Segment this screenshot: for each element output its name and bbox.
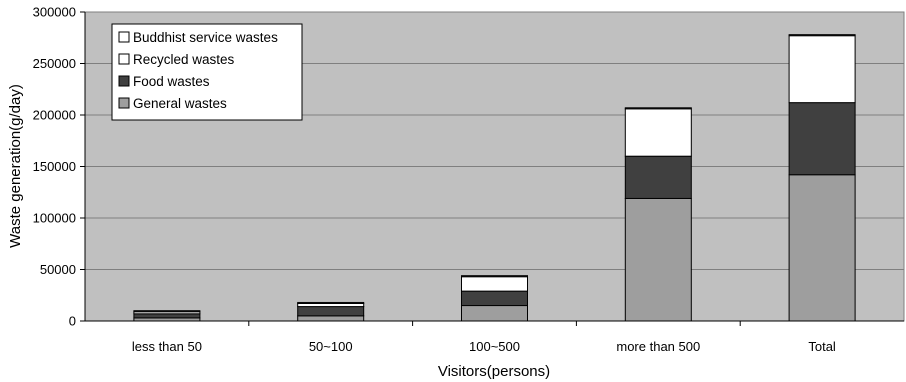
bar-segment (788, 102, 856, 176)
axes: 0 50000 100000 150000 200000 250000 300000 less… (33, 5, 904, 354)
y-tick-label: 300000 (33, 5, 76, 20)
legend-label: General wastes (133, 96, 227, 111)
legend-swatch (118, 75, 130, 87)
bar-segment (461, 305, 528, 322)
bars (133, 34, 856, 322)
bar-segment (624, 155, 692, 199)
legend-swatch (118, 97, 130, 109)
legend-label: Food wastes (133, 74, 210, 89)
x-tick-label: less than 50 (132, 339, 202, 354)
bar-segment (461, 276, 528, 292)
bar-segment (788, 35, 856, 104)
bar-segment (624, 108, 692, 157)
y-tick-label: 100000 (33, 211, 76, 226)
bar-segment (297, 315, 365, 322)
legend-swatch (118, 31, 130, 43)
bar-segment (624, 197, 692, 322)
bar-segment (133, 313, 201, 319)
bar-segment (461, 290, 528, 307)
y-tick-label: 0 (69, 314, 76, 329)
bar-segment (297, 301, 365, 304)
legend: Buddhist service wastes Recycled wastes Fo… (111, 23, 303, 121)
legend-box (111, 23, 303, 121)
bar-segment (788, 34, 856, 37)
legend-label: Recycled wastes (133, 52, 235, 67)
x-tick-label: Total (808, 339, 836, 354)
bar-segment (624, 107, 692, 110)
x-tick-label: 100~500 (469, 339, 520, 354)
x-tick-label: more than 500 (616, 339, 700, 354)
y-tick-label: 200000 (33, 108, 76, 123)
x-tick-label: 50~100 (309, 339, 353, 354)
bar-segment (133, 310, 201, 313)
legend-swatch (118, 53, 130, 65)
y-tick-label: 250000 (33, 56, 76, 71)
bar-segment (788, 174, 856, 322)
legend-label: Buddhist service wastes (133, 30, 278, 45)
y-tick-label: 50000 (40, 262, 76, 277)
bar-segment (461, 275, 528, 278)
x-axis-title: Visitors(persons) (438, 363, 550, 380)
bar-segment (297, 306, 365, 317)
y-axis-title: Waste generation(g/day) (7, 84, 24, 248)
y-tick-label: 150000 (33, 159, 76, 174)
